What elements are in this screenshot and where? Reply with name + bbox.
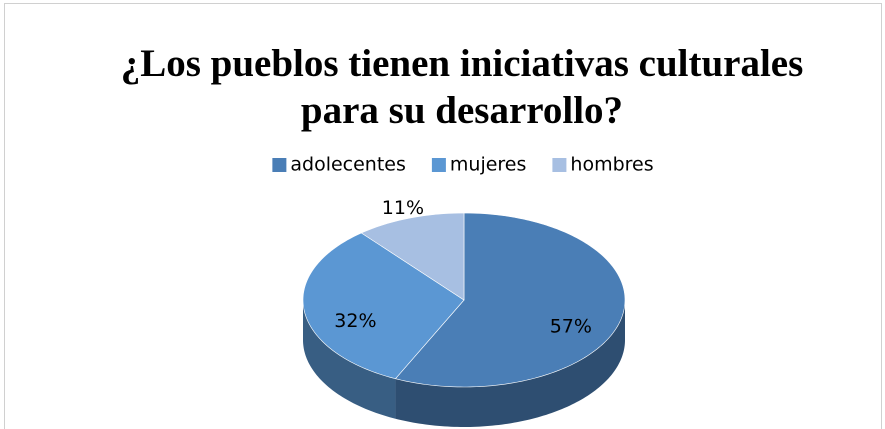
slice [302,232,465,380]
legend-swatch [272,158,287,172]
data-label: 11% [382,197,424,219]
legend-label: mujeres [450,154,527,176]
data-label: 32% [334,310,376,332]
slice-side [303,300,396,419]
legend-label: adolecentes [290,154,406,176]
slice [360,212,465,301]
data-label: 57% [550,315,592,337]
slice [394,212,626,388]
slice-side [395,300,625,427]
legend-swatch [431,158,446,172]
chart-title: ¿Los pueblos tienen iniciativas cultural… [120,42,804,132]
chart-border [4,3,882,429]
legend-label: hombres [570,154,653,176]
legend-swatch [552,158,567,172]
